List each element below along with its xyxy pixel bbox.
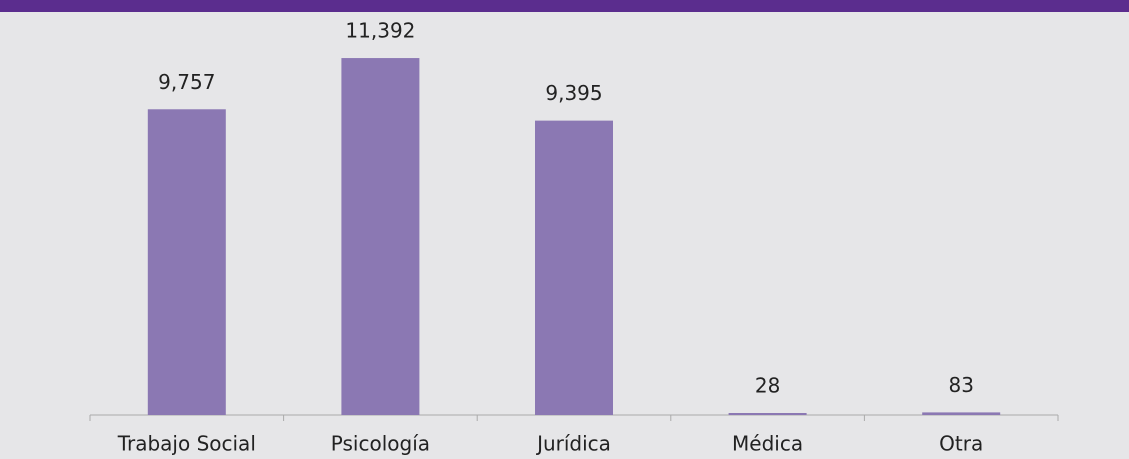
x-tick-label: Jurídica bbox=[535, 432, 611, 456]
header-bar bbox=[0, 0, 1129, 12]
x-tick-label: Psicología bbox=[331, 432, 430, 456]
x-tick-label: Otra bbox=[939, 432, 983, 456]
bar bbox=[147, 109, 226, 415]
value-label: 9,757 bbox=[158, 70, 215, 94]
bar bbox=[922, 412, 1001, 415]
bar bbox=[535, 120, 613, 415]
bar bbox=[341, 58, 420, 416]
value-label: 9,395 bbox=[545, 81, 602, 105]
x-tick-label: Trabajo Social bbox=[117, 432, 256, 456]
value-label: 83 bbox=[948, 373, 973, 397]
x-tick-label: Médica bbox=[732, 432, 803, 456]
bar bbox=[728, 413, 807, 415]
value-label: 11,392 bbox=[345, 19, 415, 43]
value-label: 28 bbox=[755, 374, 780, 398]
